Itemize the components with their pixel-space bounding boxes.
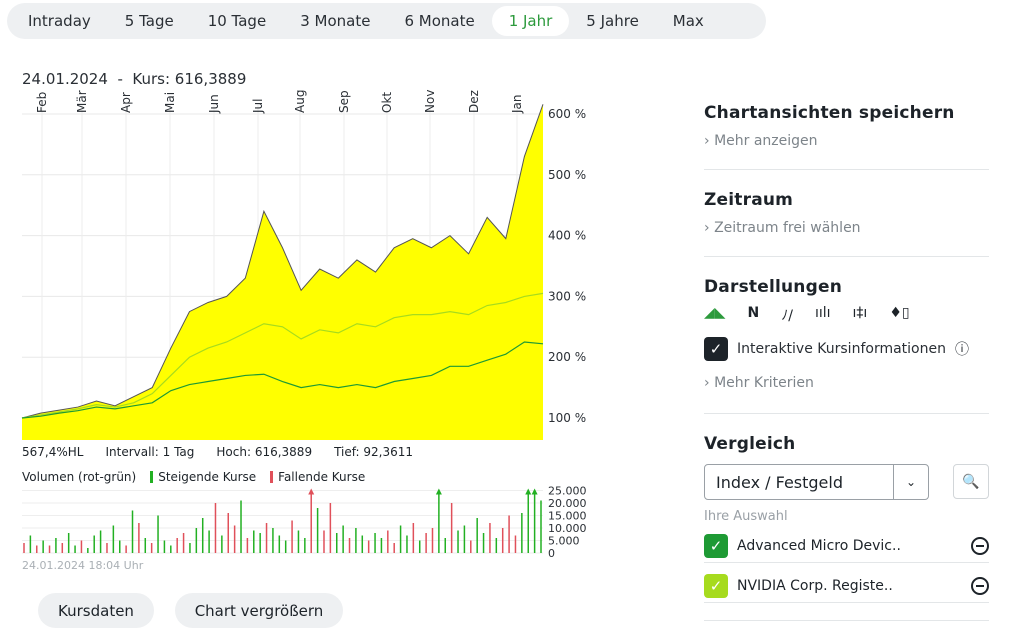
period-tabs: Intraday 5 Tage 10 Tage 3 Monate 6 Monate 1 J… <box>7 3 766 39</box>
x-tick-label: Jan <box>510 95 524 115</box>
link-label: Mehr Kriterien <box>714 375 814 391</box>
y-tick-label: 500 % <box>548 168 586 182</box>
y-tick-label: 20.000 <box>548 497 587 510</box>
tab-6[interactable]: 5 Jahre <box>586 12 639 30</box>
selection-label: Ihre Auswahl <box>704 509 788 524</box>
price-chart[interactable]: 100 % 200 % 300 % 400 % 500 % 600 % Feb Mär Apr M… <box>0 85 600 445</box>
x-tick-label: Mär <box>75 90 89 113</box>
x-tick-label: Aug <box>293 90 307 113</box>
compare-line-1 <box>21 292 544 419</box>
tab-2[interactable]: 10 Tage <box>207 12 267 30</box>
y-tick-label: 200 % <box>548 350 586 364</box>
compare-item: ✓ Advanced Micro Devic.. <box>704 530 989 563</box>
divider <box>704 620 989 621</box>
price-line <box>21 104 544 419</box>
y-tick-label: 25.000 <box>548 485 587 498</box>
volume-legend: Volumen (rot-grün) Steigende Kurse Falle… <box>22 470 365 484</box>
overflow-arrow <box>435 488 442 495</box>
overflow-arrow <box>308 488 315 495</box>
compare-checkbox[interactable]: ✓ <box>704 574 728 598</box>
legend-up: Steigende Kurse <box>150 470 256 484</box>
select-value: Index / Festgeld <box>716 472 843 492</box>
legend-down: Fallende Kurse <box>270 470 365 484</box>
compare-link[interactable]: NVIDIA Corp. Registe.. <box>737 578 893 594</box>
range-section: Zeitraum › Zeitraum frei wählen <box>704 190 989 257</box>
dotted-line-chart-icon[interactable]: ﾉ/ <box>781 308 793 324</box>
custom-range-link[interactable]: › Zeitraum frei wählen <box>704 220 861 236</box>
separator: - <box>117 70 123 88</box>
mountain-chart-icon[interactable]: ◢◣ <box>704 305 726 321</box>
compare-checkbox[interactable]: ✓ <box>704 534 728 558</box>
x-tick-label: Sep <box>337 90 351 113</box>
compare-section: Vergleich <box>704 434 989 454</box>
search-icon: 🔍 <box>962 473 980 490</box>
more-criteria-link[interactable]: › Mehr Kriterien <box>704 375 814 391</box>
x-tick-label: Apr <box>119 92 133 113</box>
y-tick-label: 0 <box>548 547 555 557</box>
x-tick-label: Okt <box>380 92 394 113</box>
views-section: Darstellungen ◢◣ N ﾉ/ ıılı ı‡ı ♦▯ ✓ Inte… <box>704 277 989 414</box>
remove-icon[interactable] <box>971 577 989 595</box>
compare-link[interactable]: Advanced Micro Devic.. <box>737 538 901 554</box>
tab-0[interactable]: Intraday <box>28 12 91 30</box>
compare-item: ✓ NVIDIA Corp. Registe.. <box>704 570 989 603</box>
price-area <box>22 104 543 440</box>
save-views-section: Chartansichten speichern › Mehr anzeigen <box>704 103 989 170</box>
legend-down-label: Fallende Kurse <box>278 470 366 484</box>
volume-title: Volumen (rot-grün) <box>22 470 137 484</box>
compare-line-2 <box>21 341 544 419</box>
x-tick-label: Feb <box>35 92 49 113</box>
timestamp: 24.01.2024 18:04 Uhr <box>22 559 144 572</box>
candlestick-icon[interactable]: ♦▯ <box>889 305 910 321</box>
info-icon[interactable]: ⓘ <box>954 342 969 358</box>
hl-stat: 567,4%HL <box>22 445 84 459</box>
interval-stat: Intervall: 1 Tag <box>105 445 195 459</box>
kursdaten-button[interactable]: Kursdaten <box>38 593 154 628</box>
enlarge-chart-button[interactable]: Chart vergrößern <box>175 593 343 628</box>
hlc-bars-icon[interactable]: ı‡ı <box>852 305 868 321</box>
y-tick-label: 400 % <box>548 229 586 243</box>
price: Kurs: 616,3889 <box>132 70 247 88</box>
tab-3[interactable]: 3 Monate <box>300 12 371 30</box>
tab-1[interactable]: 5 Tage <box>124 12 174 30</box>
tab-5[interactable]: 1 Jahr <box>491 6 570 36</box>
search-button[interactable]: 🔍 <box>953 464 989 499</box>
ohlc-bars-icon[interactable]: ıılı <box>814 305 831 321</box>
y-tick-label: 300 % <box>548 289 586 303</box>
section-title: Vergleich <box>704 434 796 454</box>
x-tick-label: Jun <box>207 94 221 114</box>
high-stat: Hoch: 616,3889 <box>216 445 313 459</box>
tab-4[interactable]: 6 Monate <box>404 12 475 30</box>
section-title: Chartansichten speichern <box>704 103 955 123</box>
link-label: Mehr anzeigen <box>714 133 818 149</box>
section-title: Darstellungen <box>704 277 843 297</box>
link-label: Zeitraum frei wählen <box>714 220 861 236</box>
compare-select[interactable]: Index / Festgeld ⌄ <box>704 464 929 500</box>
interactive-label: Interaktive Kursinformationen <box>737 341 946 357</box>
interactive-checkbox[interactable]: ✓ <box>704 337 728 361</box>
x-tick-label: Jul <box>251 99 265 114</box>
y-tick-label: 600 % <box>548 107 586 121</box>
date: 24.01.2024 <box>22 70 108 88</box>
remove-icon[interactable] <box>971 537 989 555</box>
line-chart-icon[interactable]: N <box>747 305 760 321</box>
low-stat: Tief: 92,3611 <box>334 445 414 459</box>
chart-header: 24.01.2024 - Kurs: 616,3889 <box>22 70 246 88</box>
x-tick-label: Dez <box>467 90 481 113</box>
chart-stats: 567,4%HL Intervall: 1 Tag Hoch: 616,3889… <box>22 445 413 459</box>
chevron-down-icon[interactable]: ⌄ <box>893 465 928 499</box>
tab-7[interactable]: Max <box>672 12 704 30</box>
section-title: Zeitraum <box>704 190 794 210</box>
show-more-link[interactable]: › Mehr anzeigen <box>704 133 818 149</box>
y-tick-label: 100 % <box>548 411 586 425</box>
y-tick-label: 10.000 <box>548 522 587 535</box>
y-tick-label: 5.000 <box>548 535 580 548</box>
x-tick-label: Mai <box>163 92 177 113</box>
overflow-arrow <box>525 488 532 495</box>
overflow-arrow <box>531 488 538 495</box>
y-tick-label: 15.000 <box>548 510 587 523</box>
x-tick-label: Nov <box>423 90 437 113</box>
legend-up-label: Steigende Kurse <box>158 470 257 484</box>
